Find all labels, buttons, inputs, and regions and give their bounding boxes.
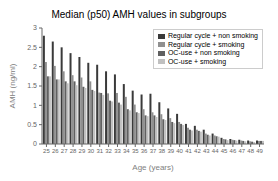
html-text:OC-use + smoking: OC-use + smoking [167, 57, 227, 65]
html-text:Median (p50) AMH values in sub: Median (p50) AMH values in subgroups [51, 9, 227, 20]
svg-text:39: 39 [167, 148, 174, 154]
svg-text:3: 3 [33, 24, 37, 31]
svg-text:1.5: 1.5 [27, 82, 37, 89]
svg-text:2.5: 2.5 [27, 44, 37, 51]
svg-text:47: 47 [238, 148, 245, 154]
svg-text:28: 28 [70, 148, 77, 154]
svg-text:40: 40 [176, 148, 183, 154]
svg-text:33: 33 [114, 148, 121, 154]
svg-text:0.5: 0.5 [27, 121, 37, 128]
svg-text:2: 2 [33, 63, 37, 70]
svg-text:44: 44 [212, 148, 219, 154]
svg-text:37: 37 [150, 148, 157, 154]
svg-text:27: 27 [61, 148, 68, 154]
svg-text:Age (years): Age (years) [132, 163, 174, 172]
svg-text:43: 43 [203, 148, 210, 154]
svg-text:AMH (ng/ml): AMH (ng/ml) [8, 63, 17, 108]
svg-text:41: 41 [185, 148, 192, 154]
svg-text:48: 48 [247, 148, 254, 154]
svg-text:1: 1 [33, 102, 37, 109]
svg-text:30: 30 [87, 148, 94, 154]
svg-text:46: 46 [230, 148, 237, 154]
svg-text:25: 25 [43, 148, 50, 154]
svg-text:38: 38 [159, 148, 166, 154]
svg-text:0: 0 [33, 140, 37, 147]
svg-text:31: 31 [96, 148, 103, 154]
svg-text:34: 34 [123, 148, 130, 154]
svg-text:32: 32 [105, 148, 112, 154]
html-text:Regular cycle + smoking: Regular cycle + smoking [167, 40, 245, 48]
html-text:Regular cycle + non smoking: Regular cycle + non smoking [167, 32, 258, 39]
svg-text:36: 36 [141, 148, 148, 154]
svg-text:29: 29 [79, 148, 86, 154]
svg-text:35: 35 [132, 148, 139, 154]
svg-text:26: 26 [52, 148, 59, 154]
svg-text:45: 45 [221, 148, 228, 154]
svg-text:49: 49 [256, 148, 263, 154]
html-text:OC-use + non smoking: OC-use + non smoking [167, 49, 240, 56]
svg-text:42: 42 [194, 148, 201, 154]
